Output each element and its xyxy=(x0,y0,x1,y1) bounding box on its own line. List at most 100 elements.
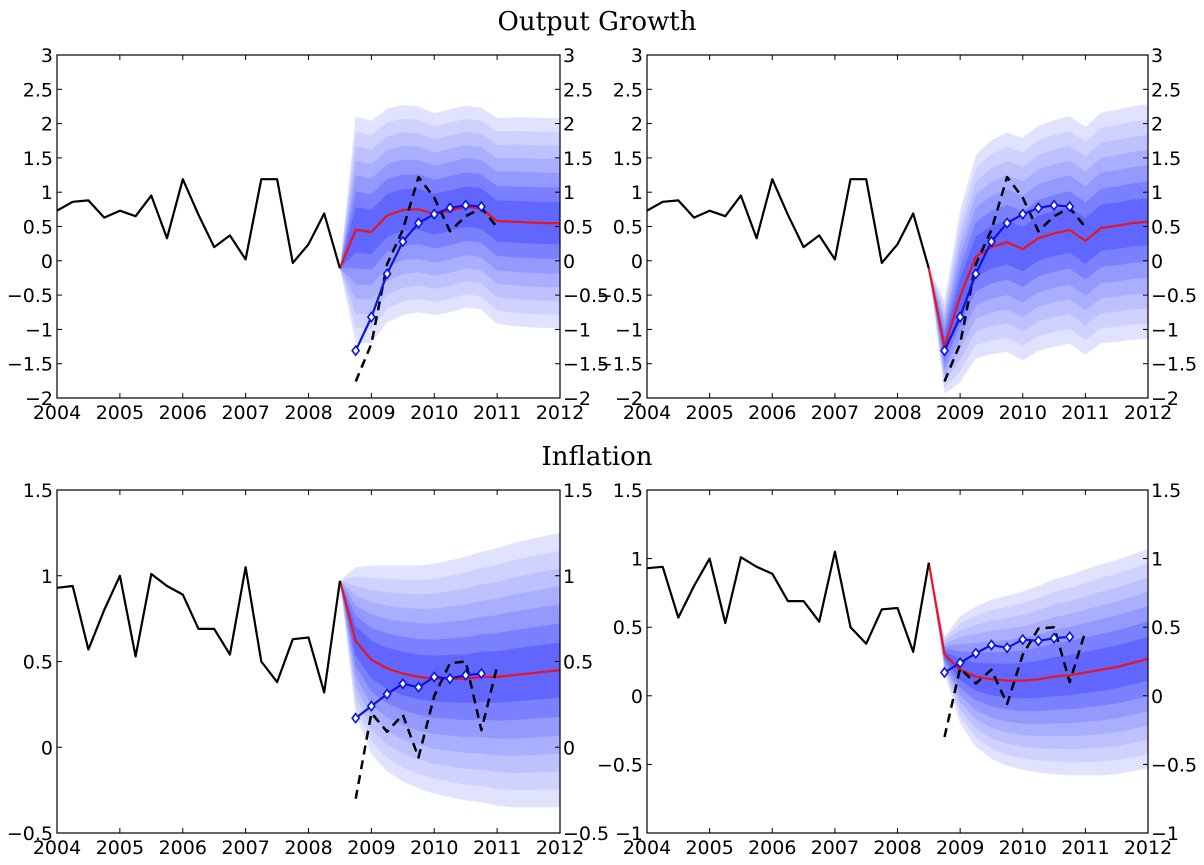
blue-series-marker xyxy=(398,677,408,690)
section-title-inflation: Inflation xyxy=(541,442,652,472)
y-tick-label-right: −0.5 xyxy=(563,823,609,845)
panel-output-growth-left: 2004 2005 2006 2007 2008 2009 2010 2011 2012−2 −2… xyxy=(7,45,609,424)
y-tick-label-left: 0 xyxy=(41,737,53,759)
y-tick-label-right: −0.5 xyxy=(1151,285,1197,307)
x-tick-label: 2009 xyxy=(936,837,984,859)
y-tick-label-left: 2 xyxy=(41,114,53,136)
y-tick-label-left: 2.5 xyxy=(23,79,53,101)
x-tick-label: 2010 xyxy=(999,837,1047,859)
x-tick-label: 2006 xyxy=(159,837,207,859)
y-tick-label-right: 1.5 xyxy=(563,480,593,502)
y-tick-label-left: 3 xyxy=(41,45,53,67)
x-tick-label: 2008 xyxy=(873,402,921,424)
x-tick-label: 2011 xyxy=(1061,837,1109,859)
y-tick-label-right: 3 xyxy=(563,45,575,67)
y-tick-label-right: −0.5 xyxy=(563,285,609,307)
y-tick-label-right: −1 xyxy=(1151,823,1179,845)
panel-inflation-right: 2004 2005 2006 2007 2008 2009 2010 2011 2012−1 −1… xyxy=(597,480,1197,859)
y-tick-label-right: 0 xyxy=(1151,686,1163,708)
y-tick-label-left: 3 xyxy=(631,45,643,67)
x-tick-label: 2007 xyxy=(221,402,269,424)
y-tick-label-right: 2 xyxy=(563,114,575,136)
forecast-median-line xyxy=(927,220,1148,349)
plot-area xyxy=(57,105,560,382)
y-tick-label-left: 1.5 xyxy=(23,148,53,170)
x-tick-label: 2007 xyxy=(221,837,269,859)
y-tick-label-right: 1.5 xyxy=(563,148,593,170)
dashed-series-line xyxy=(943,175,1087,382)
blue-series-marker xyxy=(366,700,376,712)
y-tick-label-right: 1.5 xyxy=(1151,148,1181,170)
x-tick-label: 2009 xyxy=(347,837,395,859)
blue-series-marker xyxy=(476,200,486,213)
y-tick-label-left: 2 xyxy=(631,114,643,136)
blue-series-marker xyxy=(414,217,424,229)
blue-series-marker xyxy=(398,235,408,248)
blue-series-marker xyxy=(1049,199,1059,212)
y-tick-label-left: −2 xyxy=(25,388,53,410)
y-tick-label-left: 0.5 xyxy=(613,217,643,239)
blue-series-marker xyxy=(1065,200,1075,213)
y-tick-label-right: 1 xyxy=(1151,182,1163,204)
y-tick-label-left: 1 xyxy=(41,566,53,588)
plot-area xyxy=(57,532,560,808)
x-tick-label: 2011 xyxy=(473,402,521,424)
blue-series-marker xyxy=(1033,635,1043,647)
y-tick-label-left: −0.5 xyxy=(7,823,53,845)
blue-series-marker xyxy=(955,311,965,323)
blue-series-marker xyxy=(476,667,486,680)
x-tick-label: 2011 xyxy=(1061,402,1109,424)
blue-series-marker xyxy=(445,672,455,685)
y-tick-label-right: 0 xyxy=(1151,251,1163,273)
x-tick-label: 2009 xyxy=(347,402,395,424)
x-tick-label: 2007 xyxy=(811,402,859,424)
y-tick-label-left: 1.5 xyxy=(613,148,643,170)
y-tick-label-right: 2.5 xyxy=(563,79,593,101)
y-tick-label-right: 1 xyxy=(563,566,575,588)
dashed-series-line xyxy=(943,625,1087,738)
x-tick-label: 2006 xyxy=(748,837,796,859)
history-line xyxy=(57,178,341,269)
blue-series-marker xyxy=(986,639,996,651)
y-tick-label-left: −1 xyxy=(25,319,53,341)
x-tick-label: 2008 xyxy=(873,837,921,859)
x-tick-label: 2012 xyxy=(1124,402,1172,424)
y-tick-label-right: 1 xyxy=(563,182,575,204)
x-tick-label: 2007 xyxy=(811,837,859,859)
blue-series-marker xyxy=(971,268,981,280)
y-tick-label-left: 0.5 xyxy=(23,217,53,239)
y-tick-label-right: −0.5 xyxy=(1151,754,1197,776)
y-tick-label-right: −1 xyxy=(563,319,591,341)
y-tick-label-left: 1.5 xyxy=(613,480,643,502)
history-line xyxy=(57,566,341,694)
x-tick-label: 2010 xyxy=(410,837,458,859)
y-tick-label-right: 0.5 xyxy=(563,652,593,674)
y-tick-label-left: 1 xyxy=(631,182,643,204)
fan-band-7 xyxy=(339,580,560,703)
y-tick-label-left: 0 xyxy=(631,686,643,708)
y-tick-label-left: 1.5 xyxy=(23,480,53,502)
blue-series-marker xyxy=(429,671,439,683)
y-tick-label-left: −0.5 xyxy=(7,285,53,307)
y-tick-label-right: 0.5 xyxy=(1151,617,1181,639)
plot-area xyxy=(647,104,1148,394)
blue-series-marker xyxy=(382,688,392,700)
fan-band-7 xyxy=(928,198,1148,357)
y-tick-label-right: 1.5 xyxy=(1151,480,1181,502)
y-tick-label-right: 2 xyxy=(1151,114,1163,136)
x-tick-label: 2011 xyxy=(473,837,521,859)
x-tick-label: 2005 xyxy=(96,837,144,859)
y-tick-label-right: 0 xyxy=(563,251,575,273)
blue-series-marker xyxy=(1018,208,1028,220)
blue-series-marker xyxy=(1033,202,1043,214)
y-tick-label-left: 0 xyxy=(41,251,53,273)
x-tick-label: 2012 xyxy=(536,837,584,859)
blue-series-marker xyxy=(461,669,471,682)
y-tick-label-right: 0.5 xyxy=(1151,217,1181,239)
y-tick-label-right: 0 xyxy=(563,737,575,759)
y-tick-label-left: 1 xyxy=(41,182,53,204)
y-tick-label-right: 3 xyxy=(1151,45,1163,67)
blue-series-marker xyxy=(955,657,965,669)
blue-series-marker xyxy=(429,208,439,220)
y-tick-label-left: −2 xyxy=(615,388,643,410)
